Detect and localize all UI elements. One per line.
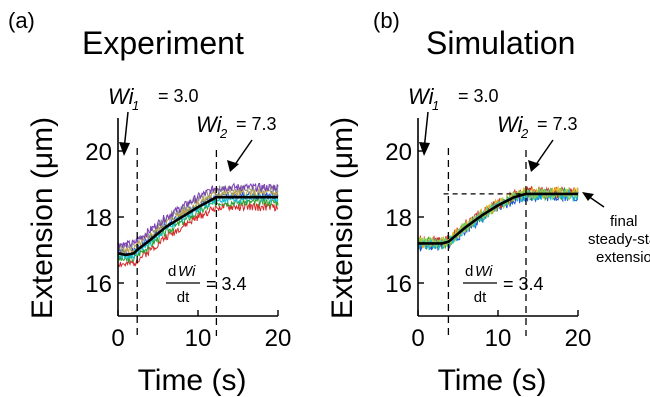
rate-d: d [168,263,176,280]
y-tick-label: 20 [85,139,112,166]
wi2-subscript: 2 [520,126,529,141]
final-label-line: steady-state [588,231,650,248]
wi2-value: = 7.3 [537,114,578,134]
y-tick-label: 16 [85,271,112,298]
rate-value: = 3.4 [206,274,247,294]
panel-title: Experiment [82,25,244,61]
wi2-label: Wi [196,112,223,137]
wi2-arrow [534,139,554,167]
wi2-value: = 7.3 [236,114,277,134]
y-tick-label: 18 [85,205,112,232]
wi1-subscript: 1 [432,98,439,113]
panel-simulation: (b) Simulation 16 18 20 0 10 20 Time (s) Extensio… [326,8,650,397]
panel-letter: (a) [8,8,35,33]
x-axis-label: Time (s) [438,364,547,397]
panel-letter: (b) [373,8,400,33]
wi1-value: = 3.0 [158,86,199,106]
wi1-value: = 3.0 [458,86,499,106]
final-label-line: extension [596,249,650,266]
rate-dt: dt [177,289,190,306]
panel-experiment: (a) Experiment 16 18 20 0 10 20 Time (s) Extensio… [8,8,291,397]
x-tick-label: 20 [565,325,592,352]
wi2-subscript: 2 [219,126,228,141]
wi1-arrowhead [419,142,430,156]
y-tick-label: 16 [385,271,412,298]
trace-line [417,185,579,249]
rate-dt: dt [474,289,487,306]
trace-line [117,202,279,268]
rate-wi: Wi [178,263,196,280]
trace-line [117,182,279,250]
wi1-label: Wi [408,84,435,109]
final-arrowhead [582,192,594,201]
rate-d: d [465,263,473,280]
x-tick-label: 10 [485,325,512,352]
x-tick-label: 0 [111,325,124,352]
y-axis-label: Extension (μm) [26,117,59,319]
wi1-arrowhead [119,142,130,156]
wi2-arrow [233,139,253,167]
wi2-arrowhead [227,160,239,172]
wi2-label: Wi [497,112,524,137]
mean-curve [117,195,278,257]
wi1-subscript: 1 [132,98,139,113]
x-tick-label: 0 [411,325,424,352]
panel-title: Simulation [426,25,575,61]
wi2-arrowhead [528,160,540,172]
final-label-line: final [610,213,638,230]
rate-wi: Wi [475,263,493,280]
y-tick-label: 20 [385,139,412,166]
x-tick-label: 20 [265,325,292,352]
rate-value: = 3.4 [503,274,544,294]
x-tick-label: 10 [185,325,212,352]
y-axis-label: Extension (μm) [326,117,359,319]
wi1-label: Wi [108,84,135,109]
x-axis-label: Time (s) [138,364,247,397]
y-tick-label: 18 [385,205,412,232]
